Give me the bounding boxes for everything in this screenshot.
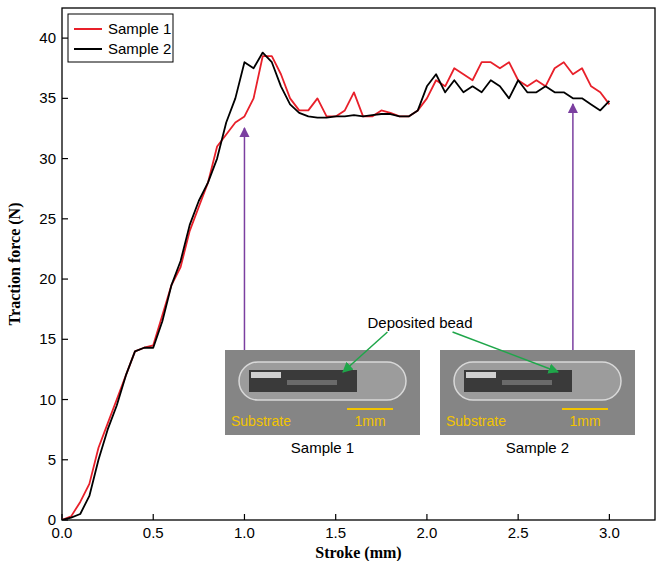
y-tick-label: 10: [39, 391, 56, 408]
series-line: [62, 53, 609, 520]
x-tick: [153, 514, 154, 520]
y-tick: [62, 339, 68, 340]
inset-image: Substrate 1mm: [440, 350, 635, 435]
y-tick-label: 40: [39, 29, 56, 46]
legend-label: Sample 2: [108, 40, 171, 57]
y-tick-label: 15: [39, 330, 56, 347]
x-tick-label: 0.5: [143, 524, 164, 541]
pointer-label: Deposited bead: [367, 314, 472, 331]
y-tick-label: 5: [48, 451, 56, 468]
y-tick: [62, 399, 68, 400]
inset-image: Substrate 1mm: [225, 350, 420, 435]
inset-groove: [239, 362, 406, 400]
series-group: [62, 53, 609, 520]
inset-arrow: [244, 128, 246, 350]
inset-bead-texture: [502, 380, 552, 385]
y-tick-label: 25: [39, 210, 56, 227]
plot-frame: [62, 8, 655, 520]
x-tick: [244, 514, 245, 520]
inset-caption: Sample 2: [506, 439, 569, 456]
y-tick-label: 0: [48, 511, 56, 528]
inset-substrate-label: Substrate: [446, 413, 506, 429]
y-tick-label: 30: [39, 150, 56, 167]
chart: 0.00.51.01.52.02.53.00510152025303540Str…: [0, 0, 671, 561]
inset-scale-label: 1mm: [569, 413, 600, 429]
legend-swatch: [74, 48, 102, 50]
legend-label: Sample 1: [108, 20, 171, 37]
y-tick: [62, 218, 68, 219]
legend-swatch: [74, 28, 102, 30]
x-axis-title: Stroke (mm): [315, 544, 401, 561]
x-tick: [426, 514, 427, 520]
inset-bead: [464, 370, 572, 392]
inset-background: [225, 350, 420, 435]
inset-scale-bar: [562, 408, 608, 410]
x-tick: [335, 514, 336, 520]
x-tick: [609, 514, 610, 520]
y-tick: [62, 98, 68, 99]
inset-arrow: [572, 104, 574, 350]
y-axis-title: Traction force (N): [6, 203, 24, 326]
pointer-arrow: [453, 332, 558, 372]
pointer-arrow: [343, 332, 387, 372]
inset-scale-label: 1mm: [354, 413, 385, 429]
y-tick-label: 35: [39, 89, 56, 106]
inset-bead-highlight: [466, 372, 496, 378]
inset-caption: Sample 1: [291, 439, 354, 456]
x-tick-label: 2.5: [508, 524, 529, 541]
inset-bead-texture: [287, 380, 337, 385]
y-tick: [62, 278, 68, 279]
x-tick: [518, 514, 519, 520]
inset-bead-highlight: [251, 372, 281, 378]
x-tick-label: 1.0: [234, 524, 255, 541]
y-tick: [62, 158, 68, 159]
inset-background: [440, 350, 635, 435]
inset-scale-bar: [347, 408, 393, 410]
series-line: [62, 56, 609, 520]
y-tick: [62, 459, 68, 460]
y-tick-label: 20: [39, 270, 56, 287]
x-tick-label: 1.5: [325, 524, 346, 541]
x-tick-label: 3.0: [599, 524, 620, 541]
y-tick: [62, 38, 68, 39]
legend-box: [68, 14, 173, 62]
inset-substrate-label: Substrate: [231, 413, 291, 429]
inset-groove: [454, 362, 621, 400]
inset-bead: [249, 370, 357, 392]
x-tick-label: 2.0: [416, 524, 437, 541]
